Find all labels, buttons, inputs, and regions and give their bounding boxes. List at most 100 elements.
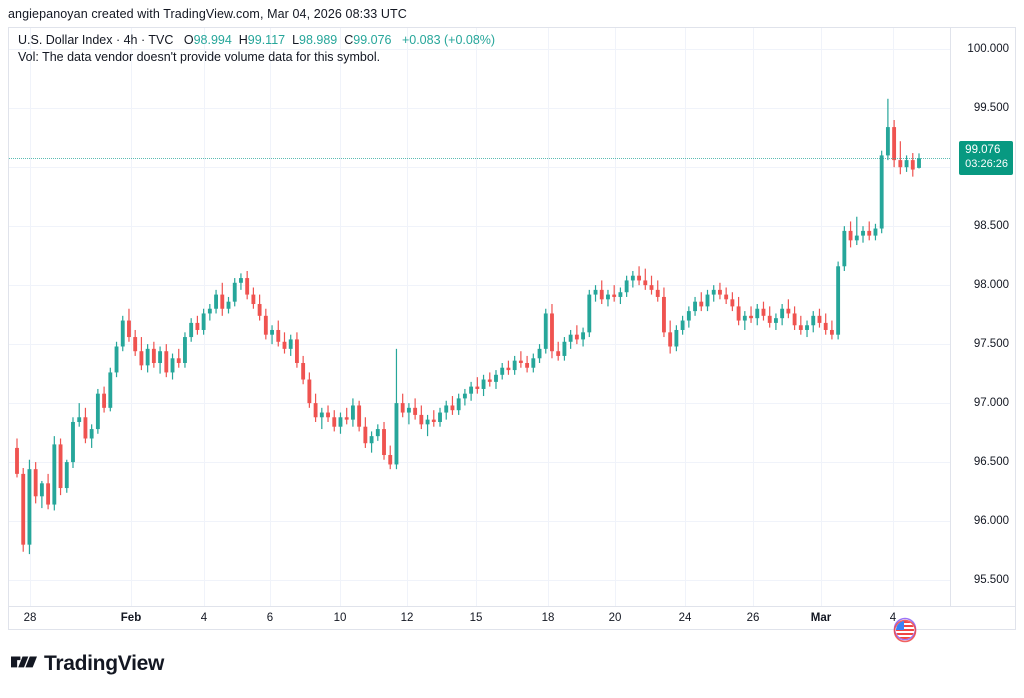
candle-body [64, 462, 69, 489]
candle-body [842, 230, 847, 267]
chart-frame: U.S. Dollar Index · 4h · TVC O98.994 H99… [8, 27, 1016, 643]
candle-body [574, 334, 579, 340]
candle-wick [650, 275, 653, 295]
time-tick-label: 10 [333, 612, 347, 624]
candle-body [350, 405, 355, 420]
candle-body [910, 160, 915, 170]
current-price-badge[interactable]: 99.076 03:26:26 [959, 141, 1013, 176]
candle-wick [321, 407, 323, 430]
candle-body [879, 155, 884, 229]
candle-body [655, 289, 660, 297]
candle-wick [476, 377, 478, 394]
candle-body [705, 294, 710, 307]
candle-body [823, 322, 828, 330]
legend-volume-note: Vol: The data vendor doesn't provide vol… [18, 50, 381, 64]
legend-symbol[interactable]: U.S. Dollar Index · 4h · TVC [18, 33, 174, 47]
candle-body [630, 275, 635, 281]
gridline-horizontal [9, 108, 950, 110]
time-tick-label: 4 [889, 612, 897, 624]
tradingview-mark-icon [11, 656, 37, 667]
legend-open-label: O [183, 33, 194, 47]
candle-body [693, 301, 697, 312]
candle-body [201, 313, 206, 330]
candle-body [245, 278, 250, 295]
gridline-vertical [340, 28, 341, 606]
gridline-horizontal [9, 521, 950, 523]
candle-body [444, 405, 449, 413]
candle-wick [178, 348, 180, 368]
gridline-horizontal [9, 167, 950, 169]
candle-body [52, 444, 57, 505]
candle-body [612, 294, 617, 297]
candle-body [767, 315, 772, 323]
price-scale[interactable]: 100.00099.50099.00098.50098.00097.50097.… [950, 28, 1015, 606]
gridline-vertical [476, 28, 477, 606]
candle-body [774, 318, 778, 323]
gridline-vertical [893, 28, 894, 606]
candle-wick [78, 403, 80, 427]
plot-area[interactable]: U.S. Dollar Index · 4h · TVC O98.994 H99… [9, 28, 950, 606]
candle-body [892, 127, 897, 161]
price-tick-label: 96.000 [973, 515, 1009, 528]
candle-body [755, 308, 760, 319]
candle-body [854, 235, 859, 241]
legend-close-label: C [344, 33, 354, 47]
candle-body [251, 294, 256, 305]
time-scale[interactable]: 28 Feb 4 6 10 12 15 18 20 24 26 Mar 4 [9, 606, 1015, 629]
candle-body [413, 407, 418, 415]
candle-body [15, 447, 19, 474]
tradingview-logo-text: TradingView [44, 652, 165, 675]
candle-body [301, 363, 306, 380]
candle-body [917, 158, 921, 168]
gridline-horizontal [9, 49, 950, 51]
candle-body [562, 341, 567, 356]
candle-body [46, 483, 51, 505]
candle-body [164, 351, 169, 373]
candle-body [487, 379, 492, 382]
candle-body [394, 403, 399, 465]
time-tick-label: 24 [678, 612, 692, 624]
candle-body [904, 160, 909, 168]
candle-body [89, 429, 94, 439]
candle-body [525, 363, 530, 368]
candle-body [151, 348, 156, 364]
candle-body [450, 405, 455, 411]
candle-body [344, 417, 349, 420]
candle-body [419, 414, 424, 425]
candle-body [195, 322, 200, 330]
candle-body [780, 308, 785, 319]
candle-body [425, 419, 430, 425]
candle-body [363, 426, 368, 444]
candle-body [462, 393, 467, 399]
gridline-horizontal [9, 285, 950, 287]
candle-body [214, 294, 218, 309]
candle-body [618, 292, 623, 297]
candle-body [481, 379, 486, 389]
candle-body [829, 329, 834, 335]
candle-body [71, 421, 75, 463]
candle-body [537, 348, 542, 359]
candle-body [183, 337, 187, 363]
candle-body [718, 289, 722, 295]
candle-body [543, 313, 548, 349]
candle-body [33, 469, 38, 497]
gridline-vertical [270, 28, 271, 606]
candle-wick [426, 414, 429, 437]
candle-body [226, 301, 231, 309]
legend-change-value: +0.083 (+0.08%) [401, 33, 496, 47]
candle-body [189, 322, 194, 338]
candle-body [431, 419, 436, 422]
candle-body [531, 358, 536, 368]
candle-body [438, 412, 442, 422]
candle-body [102, 393, 107, 408]
gridline-horizontal [9, 580, 950, 582]
bar-countdown: 03:26:26 [965, 157, 1008, 170]
chart-legend: U.S. Dollar Index · 4h · TVC O98.994 H99… [18, 32, 495, 66]
tradingview-logo[interactable]: TradingView [11, 652, 164, 676]
gridline-vertical [753, 28, 754, 606]
candle-body [232, 282, 237, 302]
candle-body [307, 379, 312, 404]
candle-body [686, 311, 691, 321]
candle-body [176, 358, 181, 364]
candle-body [798, 325, 803, 330]
